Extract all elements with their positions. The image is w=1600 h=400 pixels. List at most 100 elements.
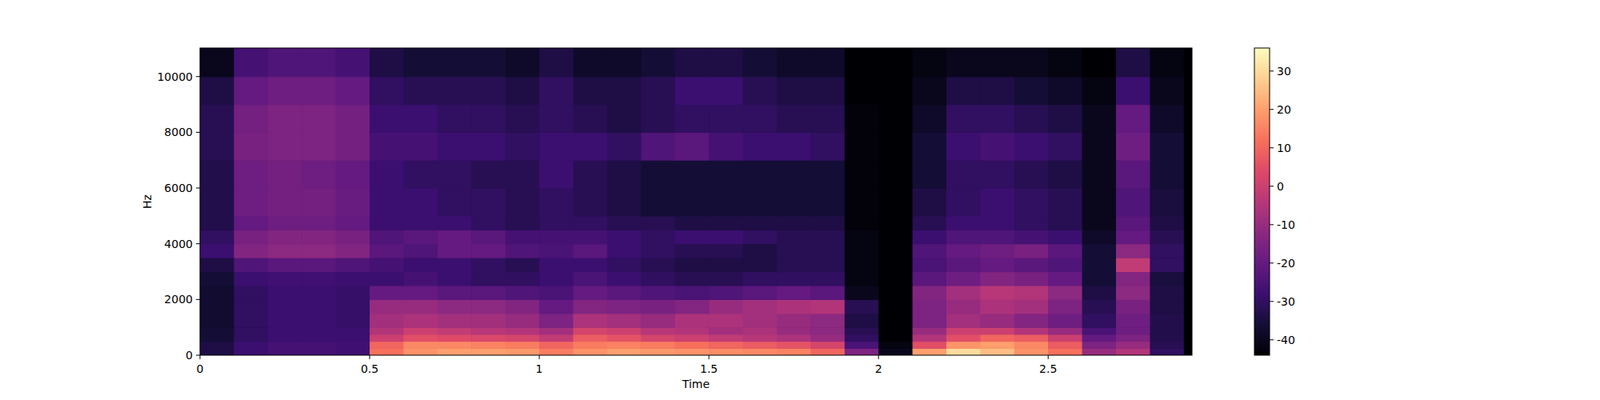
cell [572,229,608,244]
cell [912,229,948,244]
cell [743,188,778,216]
cell [539,272,574,287]
cell [708,257,744,272]
cell [675,188,710,216]
cell [1048,76,1083,105]
cell [1184,244,1192,259]
cell [878,327,913,335]
colorbar-tick-label: -30 [1276,295,1296,308]
cell [471,272,506,287]
cell [1149,229,1184,244]
cell [200,272,235,287]
cell [640,132,676,160]
cell [200,48,235,77]
cell [233,327,268,335]
cell [675,285,710,300]
cell [1048,160,1083,188]
cell [640,348,676,356]
cell [776,132,812,160]
cell [1014,348,1049,356]
cell [912,348,948,356]
cell [878,104,913,133]
cell [268,257,303,272]
cell [369,48,404,77]
cell [878,299,913,314]
cell [980,76,1015,105]
cell [912,272,948,287]
cell [607,216,642,231]
cell [301,216,336,231]
background [0,0,1600,400]
cell [607,244,642,259]
y-axis-label: Hz [140,194,154,209]
cell [572,285,608,300]
cell [1048,229,1083,244]
cell [607,104,642,133]
cell [675,327,710,335]
cell [505,160,540,188]
cell [1014,48,1049,77]
cell [743,334,778,342]
cell [301,272,336,287]
cell [369,299,404,314]
cell [1048,334,1083,342]
cell [471,327,506,335]
cell [437,257,472,272]
cell [1014,104,1049,133]
cell [301,48,336,77]
cell [1082,229,1117,244]
cell [1116,104,1151,133]
cell [1082,76,1117,105]
cell [844,76,880,105]
cell [743,313,778,328]
cell [743,104,778,133]
cell [200,341,235,349]
cell [268,272,303,287]
colorbar-tick-label: -10 [1276,218,1296,232]
cell [1048,216,1083,231]
cell [810,299,845,314]
cell [403,160,438,188]
cell [743,160,778,188]
cell [1116,334,1151,342]
cell [1048,327,1083,335]
cell [505,216,540,231]
cell [403,76,438,105]
x-tick [539,355,540,360]
cell [301,348,336,356]
cell [1184,104,1192,133]
cell [878,76,913,105]
cell [539,299,574,314]
cell [1048,132,1083,160]
cell [1184,327,1192,335]
cell [1048,257,1083,272]
cell [505,348,540,356]
cell [505,229,540,244]
cell [776,48,812,77]
cell [471,257,506,272]
colorbar-tick [1269,147,1274,148]
cell [471,160,506,188]
cell [437,48,472,77]
cell [607,327,642,335]
cell [539,244,574,259]
cell [810,188,845,216]
cell [403,257,438,272]
cell [1116,244,1151,259]
cell [844,341,880,349]
colorbar-tick [1269,108,1274,110]
cell [301,160,336,188]
cell [369,76,404,105]
cell [200,104,235,133]
cell [776,285,812,300]
cell [471,188,506,216]
cell [708,348,744,356]
cell [640,334,676,342]
cell [640,229,676,244]
cell [708,272,744,287]
cell [980,341,1015,349]
cell [675,132,710,160]
cell [233,285,268,300]
cell [776,76,812,105]
cell [437,299,472,314]
